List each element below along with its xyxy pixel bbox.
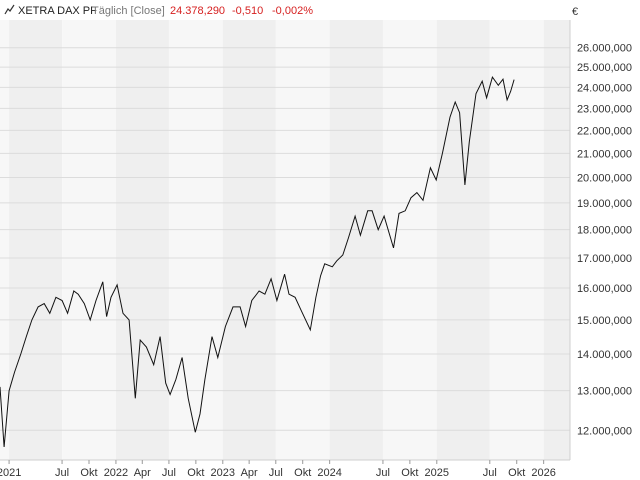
plot-band	[275, 20, 330, 460]
x-tick-label: 2025	[425, 467, 449, 479]
x-tick-label: Okt	[294, 467, 311, 479]
plot-band	[436, 20, 490, 460]
plot-band	[222, 20, 276, 460]
plot-band	[543, 20, 570, 460]
x-axis-ticks: 2021 Jul Okt 2022 Apr Jul Okt 2023 Apr Jul Okt 2024…	[0, 460, 556, 479]
x-tick-label: 2023	[211, 467, 235, 479]
y-tick-label: 16.000,000	[577, 283, 632, 295]
y-tick-label: 26.000,000	[577, 43, 632, 55]
change-percent: -0,002%	[272, 5, 313, 17]
plot-band	[168, 20, 223, 460]
gridlines	[0, 47, 570, 431]
change-value: -0,510	[232, 5, 263, 17]
x-tick-label: Jul	[162, 467, 176, 479]
y-tick-label: 21.000,000	[577, 148, 632, 160]
y-tick-label: 13.000,000	[577, 386, 632, 398]
currency-symbol: €	[572, 6, 578, 18]
y-tick-label: 23.000,000	[577, 103, 632, 115]
y-tick-label: 17.000,000	[577, 253, 632, 265]
plot-band	[382, 20, 437, 460]
x-tick-label: 2022	[104, 467, 128, 479]
y-tick-label: 12.000,000	[577, 425, 632, 437]
x-tick-label: Jul	[269, 467, 283, 479]
plot-area-bands	[0, 20, 570, 460]
x-tick-label: Okt	[187, 467, 204, 479]
last-price: 24.378,290	[170, 5, 225, 17]
plot-band	[9, 20, 63, 460]
x-tick-label: Jul	[376, 467, 390, 479]
x-tick-label: Jul	[483, 467, 497, 479]
x-tick-label: Okt	[508, 467, 525, 479]
y-tick-label: 22.000,000	[577, 125, 632, 137]
y-tick-label: 24.000,000	[577, 82, 632, 94]
x-tick-label: 2024	[317, 467, 341, 479]
plot-band	[62, 20, 116, 460]
chart-header: XETRA DAX PF Täglich [Close] 24.378,290 …	[4, 4, 313, 17]
plot-band	[489, 20, 544, 460]
interval-label[interactable]: Täglich [Close]	[92, 5, 165, 17]
x-tick-label: Apr	[134, 467, 151, 479]
y-tick-label: 14.000,000	[577, 349, 632, 361]
x-tick-label: Jul	[55, 467, 69, 479]
instrument-name[interactable]: XETRA DAX PF	[18, 5, 97, 17]
x-tick-label: 2026	[531, 467, 555, 479]
y-tick-label: 15.000,000	[577, 315, 632, 327]
line-chart-icon[interactable]	[4, 4, 15, 15]
plot-band	[115, 20, 169, 460]
plot-band	[0, 20, 10, 460]
y-tick-label: 20.000,000	[577, 173, 632, 185]
plot-band	[329, 20, 383, 460]
y-tick-label: 19.000,000	[577, 198, 632, 210]
y-tick-label: 18.000,000	[577, 225, 632, 237]
x-tick-label: Okt	[401, 467, 418, 479]
y-tick-label: 25.000,000	[577, 62, 632, 74]
price-line	[0, 75, 515, 448]
x-tick-label: Apr	[241, 467, 258, 479]
x-tick-label: 2021	[0, 467, 21, 479]
y-axis-ticks: 12.000,000 13.000,000 14.000,000 15.000,000…	[577, 43, 632, 438]
x-tick-label: Okt	[80, 467, 97, 479]
